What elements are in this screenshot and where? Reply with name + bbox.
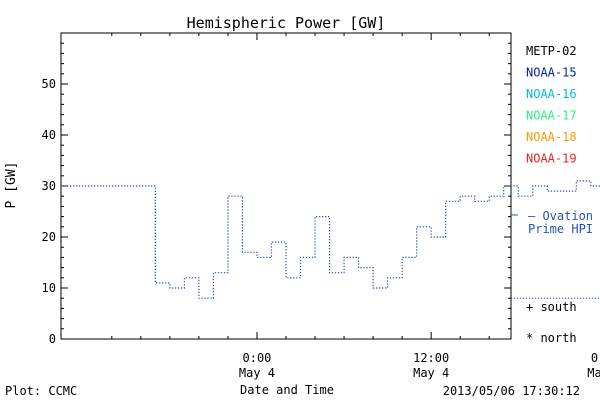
plot-timestamp: 2013/05/06 17:30:12 [443, 384, 580, 398]
marker-legend-entry: * north [526, 331, 577, 345]
ovation-legend-line2: Prime HPI [528, 222, 593, 236]
plot-credit: Plot: CCMC [5, 384, 77, 398]
ovation-prime-line [61, 180, 600, 299]
x-tick-date-label: May 5 [587, 366, 600, 380]
legend-entry: NOAA-17 [526, 109, 577, 123]
y-tick-label: 10 [42, 281, 56, 295]
series-legend: METP-02 NOAA-15 NOAA-16 NOAA-17 NOAA-18 NOAA-… [526, 44, 577, 166]
legend-entry: METP-02 [526, 44, 577, 58]
plot-area-frame [60, 32, 512, 340]
chart-title: Hemispheric Power [GW] [187, 14, 386, 32]
ovation-legend-line1: — Ovation [528, 209, 593, 223]
y-tick-label: 0 [49, 332, 56, 346]
y-tick-label: 50 [42, 77, 56, 91]
y-tick-label: 20 [42, 230, 56, 244]
x-tick-time-label: 0:00 [591, 351, 600, 365]
legend-entry: NOAA-16 [526, 87, 577, 101]
x-tick-time-label: 12:00 [413, 351, 449, 365]
y-axis-label: P [GW] [4, 162, 19, 209]
marker-legend: + south * north [526, 300, 577, 345]
ovation-legend: — Ovation Prime HPI [511, 209, 593, 236]
y-tick-label: 30 [42, 179, 56, 193]
x-tick-time-label: 0:00 [243, 351, 272, 365]
x-tick-date-label: May 4 [239, 366, 275, 380]
marker-legend-entry: + south [526, 300, 577, 314]
y-axis: 0 10 20 30 40 50 [42, 42, 511, 346]
x-axis-label: Date and Time [240, 383, 334, 397]
y-tick-label: 40 [42, 128, 56, 142]
x-tick-date-label: May 4 [413, 366, 449, 380]
ovation-step-path [61, 180, 600, 299]
legend-entry: NOAA-19 [526, 152, 577, 166]
legend-entry: NOAA-18 [526, 130, 577, 144]
legend-entry: NOAA-15 [526, 66, 577, 80]
